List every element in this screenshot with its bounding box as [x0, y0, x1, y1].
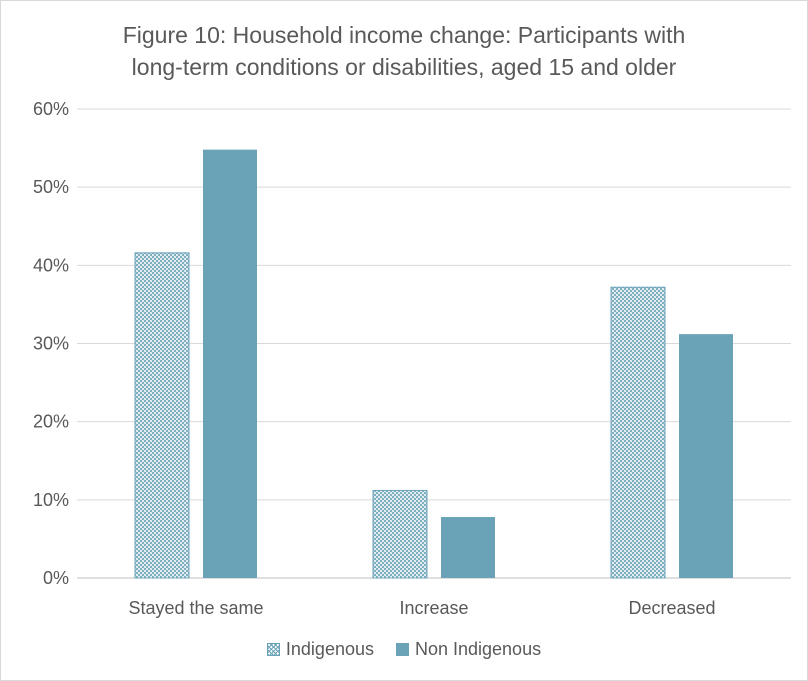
legend-label-non-indigenous: Non Indigenous	[414, 639, 542, 659]
bar-non-indigenous-decreased	[679, 334, 733, 578]
legend-swatch-non-indigenous	[395, 643, 409, 656]
x-tick-label-increase: Increase	[399, 598, 468, 618]
chart-title-line-1: Figure 10: Household income change: Part…	[122, 22, 686, 48]
legend-item-indigenous: Indigenous	[266, 639, 374, 660]
chart-legend: Indigenous Non Indigenous	[1, 639, 807, 660]
legend-label-indigenous: Indigenous	[285, 639, 374, 659]
chart-title: Figure 10: Household income change: Part…	[1, 19, 807, 83]
legend-item-non-indigenous: Non Indigenous	[395, 639, 542, 660]
bar-indigenous-decreased	[610, 286, 666, 579]
bar-indigenous-increase	[372, 489, 428, 579]
bar-non-indigenous-increase	[441, 517, 495, 578]
x-tick-label-stayed-the-same: Stayed the same	[128, 598, 263, 618]
bar-indigenous-stayed-the-same	[134, 252, 190, 579]
y-tick-label-30: 30%	[33, 334, 69, 354]
x-tick-label-decreased: Decreased	[628, 598, 715, 618]
y-tick-label-50: 50%	[33, 177, 69, 197]
y-tick-label-0: 0%	[43, 568, 69, 588]
y-tick-label-40: 40%	[33, 255, 69, 275]
bar-non-indigenous-stayed-the-same	[203, 149, 257, 578]
y-tick-label-10: 10%	[33, 490, 69, 510]
legend-swatch-indigenous	[266, 643, 280, 656]
y-tick-label-60: 60%	[33, 99, 69, 119]
chart-title-line-2: long-term conditions or disabilities, ag…	[131, 54, 677, 80]
y-tick-label-20: 20%	[33, 412, 69, 432]
